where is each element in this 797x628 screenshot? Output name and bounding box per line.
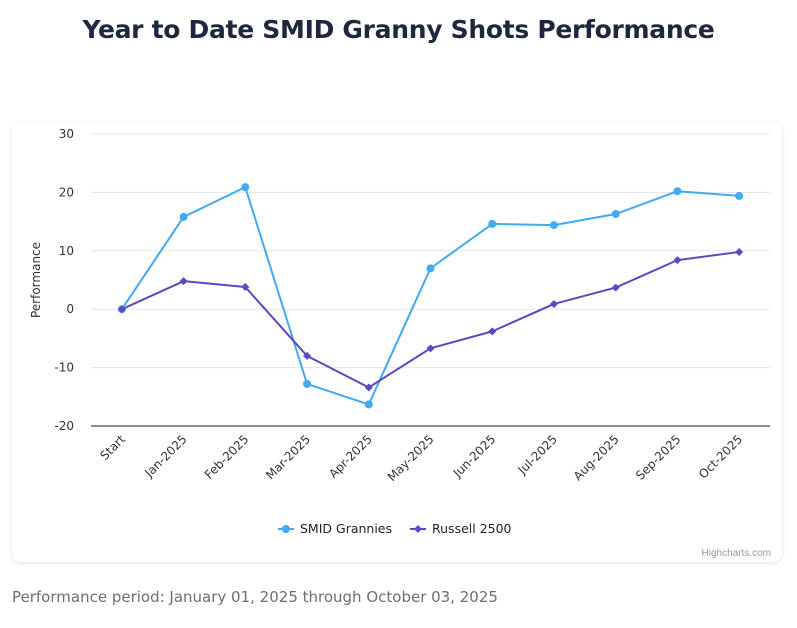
data-point[interactable] <box>364 383 373 392</box>
data-point[interactable] <box>488 327 497 336</box>
data-point[interactable] <box>673 187 682 196</box>
data-point[interactable] <box>241 183 250 192</box>
data-point[interactable] <box>549 221 558 230</box>
legend-item-russell-2500[interactable]: Russell 2500 <box>410 521 512 536</box>
legend-label: SMID Grannies <box>300 521 393 536</box>
performance-period-note: Performance period: January 01, 2025 thr… <box>12 588 498 606</box>
x-tick-label: Jul-2025 <box>515 432 561 478</box>
x-axis-ticks: Start Jan-2025 Feb-2025 Mar-2025 Apr-2025 May… <box>97 432 745 484</box>
data-point[interactable] <box>179 277 188 286</box>
diamond-marker-icon <box>410 524 427 533</box>
y-tick-label: -20 <box>54 419 74 433</box>
y-tick-label: 0 <box>66 302 74 316</box>
x-tick-label: Aug-2025 <box>571 432 622 483</box>
data-point[interactable] <box>735 191 744 200</box>
data-point[interactable] <box>488 219 497 228</box>
series-russell-2500 <box>117 247 744 392</box>
x-tick-label: May-2025 <box>385 432 437 484</box>
y-tick-label: 10 <box>59 244 74 258</box>
legend-item-smid-grannies[interactable]: SMID Grannies <box>278 521 392 536</box>
data-point[interactable] <box>735 247 744 256</box>
data-point[interactable] <box>426 264 435 273</box>
x-tick-label: Mar-2025 <box>263 432 313 482</box>
data-point[interactable] <box>303 351 312 360</box>
x-tick-label: Feb-2025 <box>202 432 252 482</box>
chart-title: Year to Date SMID Granny Shots Performan… <box>82 15 715 44</box>
data-point[interactable] <box>241 283 250 292</box>
data-point[interactable] <box>364 400 373 409</box>
legend-label: Russell 2500 <box>432 521 512 536</box>
data-point[interactable] <box>549 299 558 308</box>
data-point[interactable] <box>303 379 312 388</box>
grid-lines <box>91 133 770 427</box>
y-axis-label: Performance <box>29 242 43 318</box>
data-point[interactable] <box>611 283 620 292</box>
circle-marker-icon <box>278 524 294 533</box>
x-tick-label: Jan-2025 <box>141 432 189 480</box>
series-line <box>121 186 740 406</box>
y-tick-label: 20 <box>59 185 74 199</box>
x-tick-label: Start <box>97 432 128 463</box>
y-axis-ticks: 30 20 10 0 -10 -20 <box>54 127 74 433</box>
y-tick-label: -10 <box>54 361 74 375</box>
data-point[interactable] <box>179 212 188 221</box>
x-tick-label: Sep-2025 <box>633 432 684 483</box>
data-point[interactable] <box>426 344 435 353</box>
y-tick-label: 30 <box>59 127 74 141</box>
series-smid-grannies <box>117 183 744 409</box>
x-tick-label: Jun-2025 <box>450 432 499 481</box>
x-tick-label: Apr-2025 <box>326 432 375 481</box>
data-point[interactable] <box>673 256 682 265</box>
legend: SMID Grannies Russell 2500 <box>278 521 512 536</box>
series-group <box>117 183 744 409</box>
data-point[interactable] <box>611 210 620 219</box>
x-tick-label: Oct-2025 <box>696 432 745 481</box>
data-point[interactable] <box>117 305 126 314</box>
highcharts-credit-link[interactable]: Highcharts.com <box>701 548 771 559</box>
